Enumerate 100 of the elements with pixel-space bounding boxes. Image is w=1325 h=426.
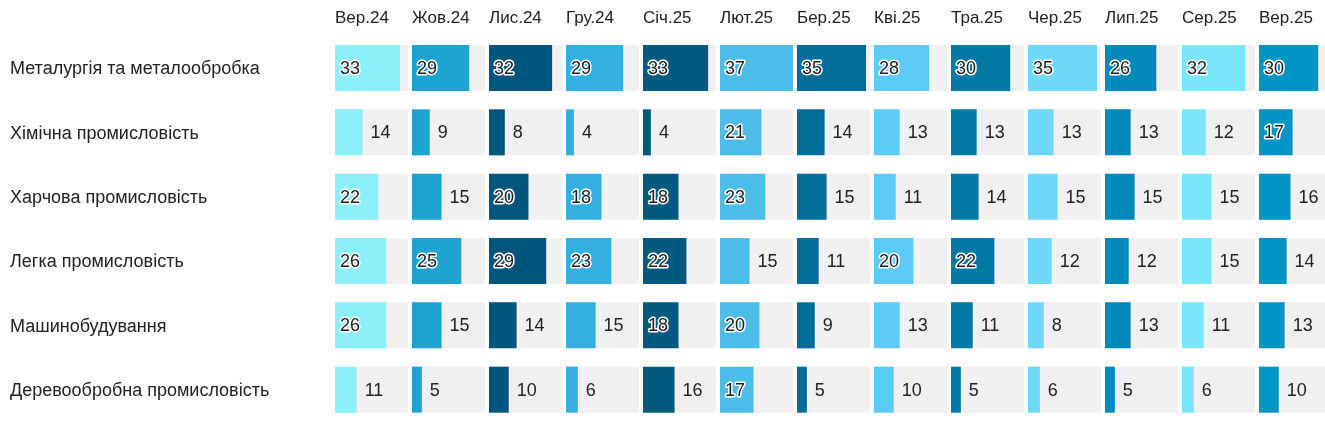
data-label: 12 <box>1059 251 1080 272</box>
bar <box>1028 366 1040 413</box>
data-label: 20 <box>494 186 515 207</box>
data-label: 23 <box>725 186 746 207</box>
chart-title: Лис.24 <box>489 8 543 29</box>
bar <box>566 109 574 156</box>
data-label: 5 <box>429 379 440 400</box>
data-label: 18 <box>648 315 669 336</box>
bar <box>1105 366 1115 413</box>
data-label: 13 <box>1292 315 1313 336</box>
chart-title: Чер.25 <box>1028 8 1083 29</box>
bar <box>643 109 651 156</box>
data-label: 30 <box>1264 58 1285 79</box>
data-label: 22 <box>956 251 977 272</box>
data-label: 13 <box>984 122 1005 143</box>
y-tick-label: Легка промисловість <box>10 251 184 272</box>
data-label: 13 <box>1061 122 1082 143</box>
data-label: 10 <box>1286 379 1307 400</box>
data-label: 13 <box>907 315 928 336</box>
data-label: 20 <box>725 315 746 336</box>
data-label: 29 <box>494 251 515 272</box>
data-label: 9 <box>437 122 448 143</box>
data-label: 6 <box>1047 379 1058 400</box>
chart-title: Січ.25 <box>643 8 693 29</box>
data-label: 15 <box>603 315 624 336</box>
data-label: 33 <box>340 58 361 79</box>
data-label: 11 <box>980 315 1000 336</box>
data-label: 26 <box>340 315 361 336</box>
data-label: 14 <box>832 122 853 143</box>
data-label: 30 <box>956 58 977 79</box>
bar <box>1182 366 1194 413</box>
data-label: 29 <box>571 58 592 79</box>
chart-title: Вер.25 <box>1259 8 1314 29</box>
data-label: 5 <box>968 379 979 400</box>
y-tick-label: Металургія та металообробка <box>10 58 261 79</box>
data-label: 11 <box>826 251 846 272</box>
data-label: 25 <box>417 251 438 272</box>
data-label: 5 <box>814 379 825 400</box>
data-label: 11 <box>1211 315 1231 336</box>
data-label: 14 <box>986 186 1007 207</box>
data-label: 11 <box>903 186 923 207</box>
data-label: 15 <box>757 251 778 272</box>
data-label: 22 <box>648 251 669 272</box>
bar <box>797 366 807 413</box>
data-label: 29 <box>417 58 438 79</box>
data-label: 32 <box>1187 58 1208 79</box>
y-tick-label: Деревообробна промисловість <box>10 379 270 400</box>
bar <box>1028 302 1044 349</box>
data-label: 15 <box>1142 186 1163 207</box>
data-label: 15 <box>1219 251 1240 272</box>
data-label: 22 <box>340 186 361 207</box>
chart-title: Кві.25 <box>874 8 922 29</box>
data-label: 15 <box>449 315 470 336</box>
chart-title: Сер.25 <box>1182 8 1238 29</box>
chart-title: Вер.24 <box>334 8 390 29</box>
y-tick-label: Хімічна промисловість <box>10 122 199 143</box>
data-label: 6 <box>1201 379 1212 400</box>
data-label: 15 <box>1065 186 1086 207</box>
data-label: 20 <box>879 251 900 272</box>
bar <box>412 366 422 413</box>
data-label: 12 <box>1213 122 1234 143</box>
data-label: 15 <box>1219 186 1240 207</box>
bar <box>489 109 505 156</box>
data-label: 13 <box>907 122 928 143</box>
data-label: 4 <box>658 122 669 143</box>
data-label: 17 <box>725 379 746 400</box>
data-label: 11 <box>364 379 384 400</box>
y-tick-label: Машинобудування <box>10 315 167 336</box>
chart-title: Лют.25 <box>720 8 775 29</box>
data-label: 9 <box>822 315 833 336</box>
data-label: 35 <box>1033 58 1054 79</box>
data-label: 26 <box>1110 58 1131 79</box>
data-label: 10 <box>901 379 922 400</box>
data-label: 18 <box>648 186 669 207</box>
data-label: 4 <box>581 122 592 143</box>
data-label: 13 <box>1138 122 1159 143</box>
data-label: 12 <box>1136 251 1157 272</box>
data-label: 6 <box>585 379 596 400</box>
data-label: 5 <box>1122 379 1133 400</box>
data-label: 33 <box>648 58 669 79</box>
data-label: 26 <box>340 251 361 272</box>
data-label: 32 <box>494 58 515 79</box>
data-label: 21 <box>725 122 746 143</box>
data-label: 16 <box>1298 186 1319 207</box>
data-label: 10 <box>516 379 537 400</box>
data-label: 14 <box>370 122 391 143</box>
data-label: 8 <box>1051 315 1062 336</box>
data-label: 13 <box>1138 315 1159 336</box>
data-label: 14 <box>524 315 545 336</box>
chart-title: Тра.25 <box>951 8 1004 29</box>
chart-title: Гру.24 <box>566 8 615 29</box>
data-label: 35 <box>802 58 823 79</box>
data-label: 17 <box>1264 122 1285 143</box>
data-label: 8 <box>512 122 523 143</box>
chart-title: Лип.25 <box>1105 8 1160 29</box>
bar <box>566 366 578 413</box>
bar <box>951 366 961 413</box>
y-tick-label: Харчова промисловість <box>10 186 208 207</box>
data-label: 28 <box>879 58 900 79</box>
chart-title: Бер.25 <box>797 8 852 29</box>
